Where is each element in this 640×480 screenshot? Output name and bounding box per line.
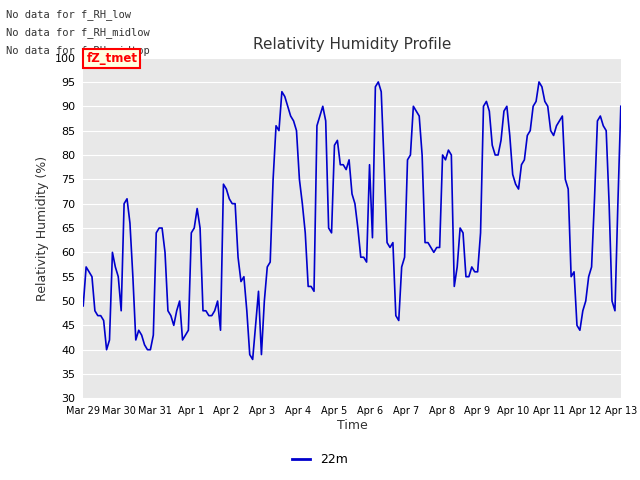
Text: No data for f_RH_midtop: No data for f_RH_midtop	[6, 45, 150, 56]
X-axis label: Time: Time	[337, 419, 367, 432]
Legend: 22m: 22m	[287, 448, 353, 471]
Text: No data for f_RH_midlow: No data for f_RH_midlow	[6, 27, 150, 38]
Title: Relativity Humidity Profile: Relativity Humidity Profile	[253, 37, 451, 52]
Y-axis label: Relativity Humidity (%): Relativity Humidity (%)	[36, 156, 49, 300]
Text: No data for f_RH_low: No data for f_RH_low	[6, 9, 131, 20]
Text: fZ_tmet: fZ_tmet	[86, 52, 138, 65]
